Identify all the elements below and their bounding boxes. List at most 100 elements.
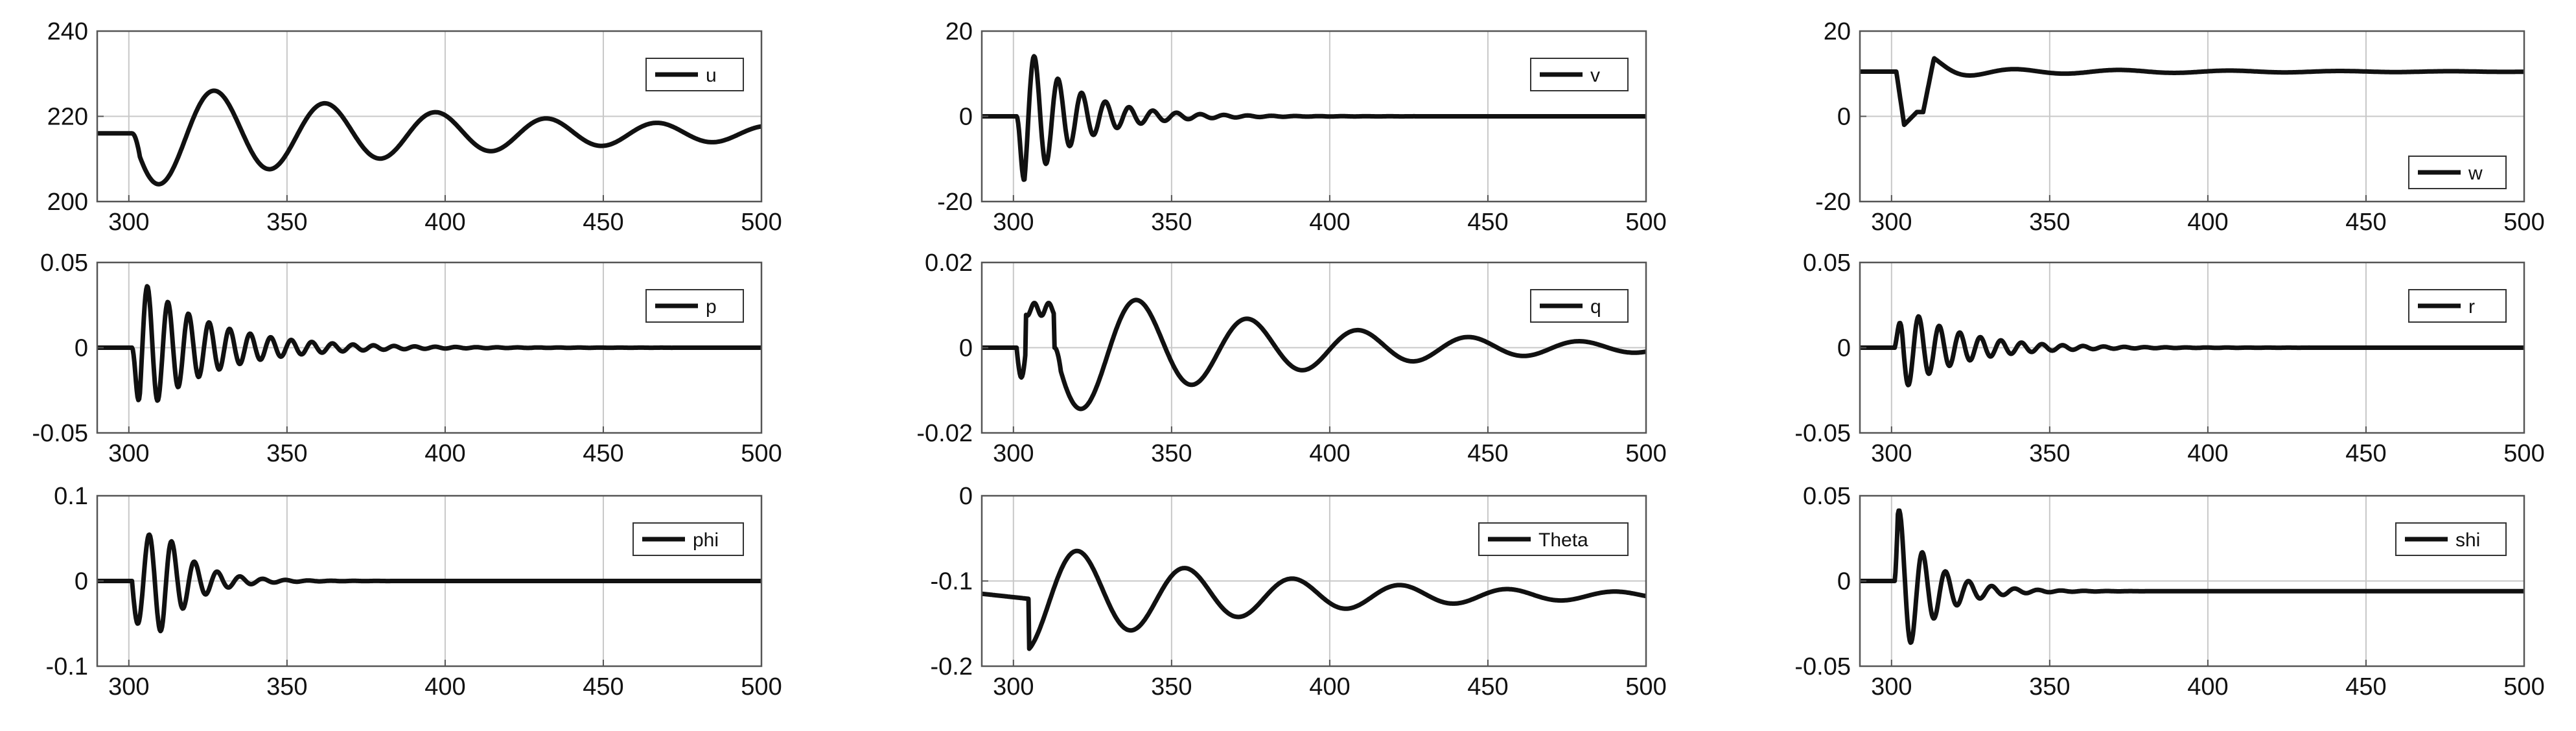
x-tick-label: 450 bbox=[1467, 673, 1508, 701]
legend-label: u bbox=[706, 65, 717, 86]
x-tick-label: 300 bbox=[108, 673, 149, 701]
x-tick-label: 500 bbox=[1625, 673, 1666, 701]
x-tick-label: 500 bbox=[741, 673, 782, 701]
x-tick-label: 450 bbox=[2345, 673, 2386, 701]
y-tick-label: 200 bbox=[47, 189, 88, 216]
x-tick-label: 450 bbox=[1467, 440, 1508, 467]
y-tick-label: -20 bbox=[937, 189, 973, 216]
y-tick-label: -0.02 bbox=[916, 420, 973, 447]
subplot-shi: 300 350 400 450 500 -0.05 0 0.05 shi bbox=[1794, 483, 2544, 701]
x-tick-label: 300 bbox=[1871, 440, 1912, 467]
x-tick-label: 500 bbox=[2503, 440, 2544, 467]
legend-label: v bbox=[1590, 65, 1600, 86]
series-line-theta bbox=[980, 548, 1648, 651]
subplot-phi: 300 350 400 450 500 -0.1 0 0.1 phi bbox=[46, 483, 782, 701]
x-tick-label: 300 bbox=[108, 209, 149, 236]
x-tick-label: 350 bbox=[1151, 673, 1192, 701]
y-tick-label: 0.05 bbox=[40, 249, 88, 277]
series-line-phi bbox=[95, 532, 763, 634]
x-tick-label: 400 bbox=[1309, 440, 1350, 467]
x-tick-label: 400 bbox=[2187, 209, 2228, 236]
x-tick-label: 350 bbox=[1151, 440, 1192, 467]
x-tick-label: 300 bbox=[1871, 673, 1912, 701]
legend-label: p bbox=[706, 296, 717, 318]
y-tick-label: 0 bbox=[1837, 104, 1851, 131]
x-tick-label: 400 bbox=[424, 673, 465, 701]
x-tick-label: 450 bbox=[2345, 209, 2386, 236]
x-tick-label: 500 bbox=[741, 440, 782, 467]
y-tick-label: 20 bbox=[946, 18, 973, 45]
y-tick-label: -0.05 bbox=[1794, 653, 1851, 680]
series-line-w bbox=[1858, 56, 2526, 128]
y-tick-label: 0.1 bbox=[54, 483, 88, 510]
legend-v: v bbox=[1530, 58, 1629, 91]
subplot-v: 300 350 400 450 500 -20 0 20 v bbox=[937, 18, 1667, 236]
legend-label: w bbox=[2468, 163, 2483, 184]
x-tick-label: 400 bbox=[1309, 209, 1350, 236]
legend-label: Theta bbox=[1538, 529, 1588, 551]
x-tick-label: 300 bbox=[1871, 209, 1912, 236]
y-tick-label: 0 bbox=[1837, 335, 1851, 362]
y-tick-label: -0.2 bbox=[931, 653, 973, 680]
subplot-q: 300 350 400 450 500 -0.02 0 0.02 q bbox=[916, 249, 1666, 467]
y-tick-label: 240 bbox=[47, 18, 88, 45]
x-tick-label: 500 bbox=[2503, 673, 2544, 701]
y-tick-label: -0.05 bbox=[1794, 420, 1851, 447]
y-tick-label: 0 bbox=[959, 483, 973, 510]
x-tick-label: 300 bbox=[993, 673, 1034, 701]
x-tick-label: 350 bbox=[266, 440, 307, 467]
legend-p: p bbox=[645, 289, 744, 323]
y-tick-label: 20 bbox=[1824, 18, 1851, 45]
y-tick-label: 0 bbox=[1837, 568, 1851, 596]
x-tick-label: 500 bbox=[1625, 440, 1666, 467]
subplot-p: 300 350 400 450 500 -0.05 0 0.05 p bbox=[32, 249, 782, 467]
x-tick-label: 400 bbox=[424, 209, 465, 236]
x-tick-label: 400 bbox=[424, 440, 465, 467]
x-tick-label: 400 bbox=[2187, 673, 2228, 701]
x-tick-label: 350 bbox=[266, 209, 307, 236]
y-tick-label: 0 bbox=[75, 335, 88, 362]
series-line-q bbox=[980, 297, 1648, 412]
series-line-p bbox=[95, 284, 763, 403]
y-tick-label: 0.05 bbox=[1803, 483, 1851, 510]
x-tick-label: 300 bbox=[108, 440, 149, 467]
x-tick-label: 450 bbox=[1467, 209, 1508, 236]
subplot-theta: 300 350 400 450 500 -0.2 -0.1 0 Theta bbox=[931, 483, 1667, 701]
subplot-u: 300 350 400 450 500 200 220 240 u bbox=[47, 18, 782, 236]
y-tick-label: 0 bbox=[75, 568, 88, 596]
x-tick-label: 300 bbox=[993, 440, 1034, 467]
x-tick-label: 450 bbox=[2345, 440, 2386, 467]
x-tick-label: 350 bbox=[2029, 209, 2070, 236]
subplot-r: 300 350 400 450 500 -0.05 0 0.05 r bbox=[1794, 249, 2544, 467]
y-tick-label: -0.1 bbox=[46, 653, 88, 680]
y-tick-label: 220 bbox=[47, 104, 88, 131]
series-line-v bbox=[980, 54, 1648, 182]
legend-shi: shi bbox=[2395, 522, 2507, 556]
legend-theta: Theta bbox=[1478, 522, 1629, 556]
y-tick-label: -0.05 bbox=[32, 420, 88, 447]
x-tick-label: 500 bbox=[741, 209, 782, 236]
legend-q: q bbox=[1530, 289, 1629, 323]
y-tick-label: 0 bbox=[959, 335, 973, 362]
series-line-shi bbox=[1858, 508, 2526, 645]
y-tick-label: -20 bbox=[1815, 189, 1851, 216]
x-tick-label: 450 bbox=[583, 440, 623, 467]
subplot-w: 300 350 400 450 500 -20 0 20 w bbox=[1815, 18, 2545, 236]
legend-label: phi bbox=[693, 529, 719, 551]
x-tick-label: 500 bbox=[1625, 209, 1666, 236]
x-tick-label: 500 bbox=[2503, 209, 2544, 236]
y-tick-label: -0.1 bbox=[931, 568, 973, 596]
x-tick-label: 400 bbox=[2187, 440, 2228, 467]
x-tick-label: 450 bbox=[583, 209, 623, 236]
x-tick-label: 350 bbox=[266, 673, 307, 701]
legend-label: shi bbox=[2455, 529, 2480, 551]
x-tick-label: 400 bbox=[1309, 673, 1350, 701]
legend-label: r bbox=[2468, 296, 2475, 318]
x-tick-label: 350 bbox=[1151, 209, 1192, 236]
legend-w: w bbox=[2408, 156, 2507, 189]
y-tick-label: 0 bbox=[959, 104, 973, 131]
legend-label: q bbox=[1590, 296, 1601, 318]
legend-phi: phi bbox=[632, 522, 744, 556]
y-tick-label: 0.02 bbox=[925, 249, 973, 277]
